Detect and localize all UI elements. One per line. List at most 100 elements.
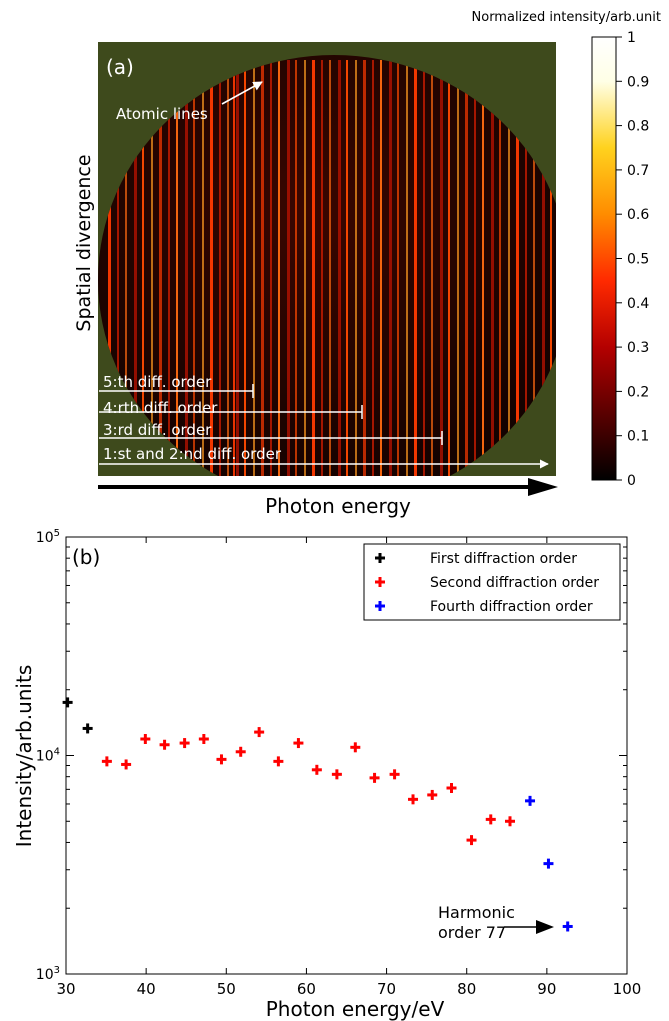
colorbar-tick-label: 0.5 <box>627 252 649 268</box>
fourth-order-label: 4:rth diff. order <box>103 399 218 417</box>
harmonic-line <box>346 60 348 476</box>
panel-b-y-axis-label: Intensity/arb.units <box>12 665 36 848</box>
harmonic-line <box>227 60 229 476</box>
legend-marker-1 <box>375 577 385 587</box>
data-point-series-1 <box>293 738 304 749</box>
legend-box <box>363 543 621 621</box>
data-point-series-1 <box>235 746 246 757</box>
legend-marker-0 <box>375 553 385 563</box>
panel-a-x-axis-label: Photon energy <box>265 494 411 518</box>
harmonic-annotation-line2: order 77 <box>438 923 506 942</box>
colorbar-tick-label: 0.8 <box>627 119 649 135</box>
harmonic-line <box>508 60 510 476</box>
harmonic-line <box>448 60 450 476</box>
harmonic-line <box>117 60 119 476</box>
harmonic-line <box>210 60 213 476</box>
x-tick-label: 60 <box>297 980 316 998</box>
photon-energy-arrow-head <box>528 478 558 496</box>
harmonic-line <box>457 60 459 476</box>
harmonic-line <box>261 60 264 476</box>
colorbar-tick-label: 1 <box>627 30 636 46</box>
panel-b-x-axis-label: Photon energy/eV <box>266 997 445 1021</box>
data-point-series-1 <box>159 739 170 750</box>
data-point-series-1 <box>408 794 419 805</box>
harmonic-line <box>193 60 195 476</box>
harmonic-line <box>380 60 382 476</box>
harmonic-line <box>338 60 341 476</box>
panel-b-label: (b) <box>72 545 100 569</box>
y-tick-label: 103 <box>36 965 60 983</box>
colorbar: Normalized intensity/arb.unit 0 0.1 0.2 0.3… <box>472 10 661 489</box>
legend-label: Fourth diffraction order <box>430 599 593 615</box>
data-points <box>62 697 573 932</box>
legend-marker-2 <box>375 601 385 611</box>
harmonic-line <box>550 60 552 476</box>
harmonic-line <box>134 60 137 476</box>
harmonic-line <box>414 60 417 476</box>
x-tick-label: 70 <box>377 980 396 998</box>
harmonic-lines <box>108 58 552 476</box>
harmonic-line <box>287 60 290 476</box>
colorbar-tick-label: 0.7 <box>627 163 649 179</box>
atomic-lines-label: Atomic lines <box>116 105 208 123</box>
third-order-label: 3:rd diff. order <box>103 421 212 439</box>
colorbar-tick-label: 0.3 <box>627 340 649 356</box>
harmonic-line <box>355 60 357 476</box>
x-tick-label: 90 <box>537 980 556 998</box>
colorbar-tick-label: 0.4 <box>627 296 649 312</box>
legend: First diffraction order Second diffractio… <box>363 543 621 621</box>
x-tick-label: 30 <box>56 980 75 998</box>
data-point-series-1 <box>311 764 322 775</box>
harmonic-line <box>270 60 272 476</box>
fifth-order-label: 5:th diff. order <box>103 373 212 391</box>
harmonic-line <box>533 60 535 476</box>
harmonic-line <box>185 60 188 476</box>
data-point-series-2 <box>525 795 536 806</box>
harmonic-line <box>304 60 306 476</box>
atomic-line <box>233 58 235 476</box>
colorbar-label: Normalized intensity/arb.unit <box>472 10 661 25</box>
colorbar-tick-label: 0.2 <box>627 384 649 400</box>
data-point-series-1 <box>273 756 284 767</box>
data-point-series-1 <box>446 783 457 794</box>
data-point-series-0 <box>62 697 73 708</box>
harmonic-line <box>168 60 170 476</box>
legend-label: First diffraction order <box>430 551 577 567</box>
data-point-series-1 <box>350 742 361 753</box>
data-point-series-1 <box>389 769 400 780</box>
x-tick-label: 40 <box>137 980 156 998</box>
colorbar-gradient <box>591 36 617 481</box>
harmonic-line <box>525 60 527 476</box>
harmonic-line <box>202 60 204 476</box>
harmonic-line <box>142 60 144 476</box>
y-tick-label: 105 <box>36 528 60 546</box>
harmonic-line <box>219 60 221 476</box>
harmonic-line <box>423 60 425 476</box>
harmonic-line <box>474 60 476 476</box>
panel-a-label: (a) <box>106 55 134 79</box>
harmonic-line <box>440 60 443 476</box>
harmonic-line <box>244 60 246 476</box>
harmonic-line <box>151 60 153 476</box>
colorbar-tick-label: 0 <box>627 473 636 489</box>
harmonic-line <box>491 60 494 476</box>
harmonic-line <box>516 60 519 476</box>
harmonic-line <box>465 60 468 476</box>
harmonic-line <box>329 60 331 476</box>
harmonic-line <box>176 60 178 476</box>
harmonic-line <box>321 60 323 476</box>
harmonic-line <box>108 60 111 476</box>
data-point-series-1 <box>101 756 112 767</box>
colorbar-tick-label: 0.9 <box>627 74 649 90</box>
harmonic-line <box>125 60 127 476</box>
data-point-series-1 <box>254 727 265 738</box>
data-point-series-0 <box>82 723 93 734</box>
diffraction-order-ranges: 5:th diff. order 4:rth diff. order 3:rd … <box>99 373 549 469</box>
first-second-order-label: 1:st and 2:nd diff. order <box>103 445 282 463</box>
x-axis-ticks: 30 40 50 60 70 80 90 100 <box>56 537 641 998</box>
data-point-series-2 <box>543 858 554 869</box>
data-point-series-1 <box>216 754 227 765</box>
harmonic-line <box>542 60 545 476</box>
harmonic-line <box>431 60 433 476</box>
